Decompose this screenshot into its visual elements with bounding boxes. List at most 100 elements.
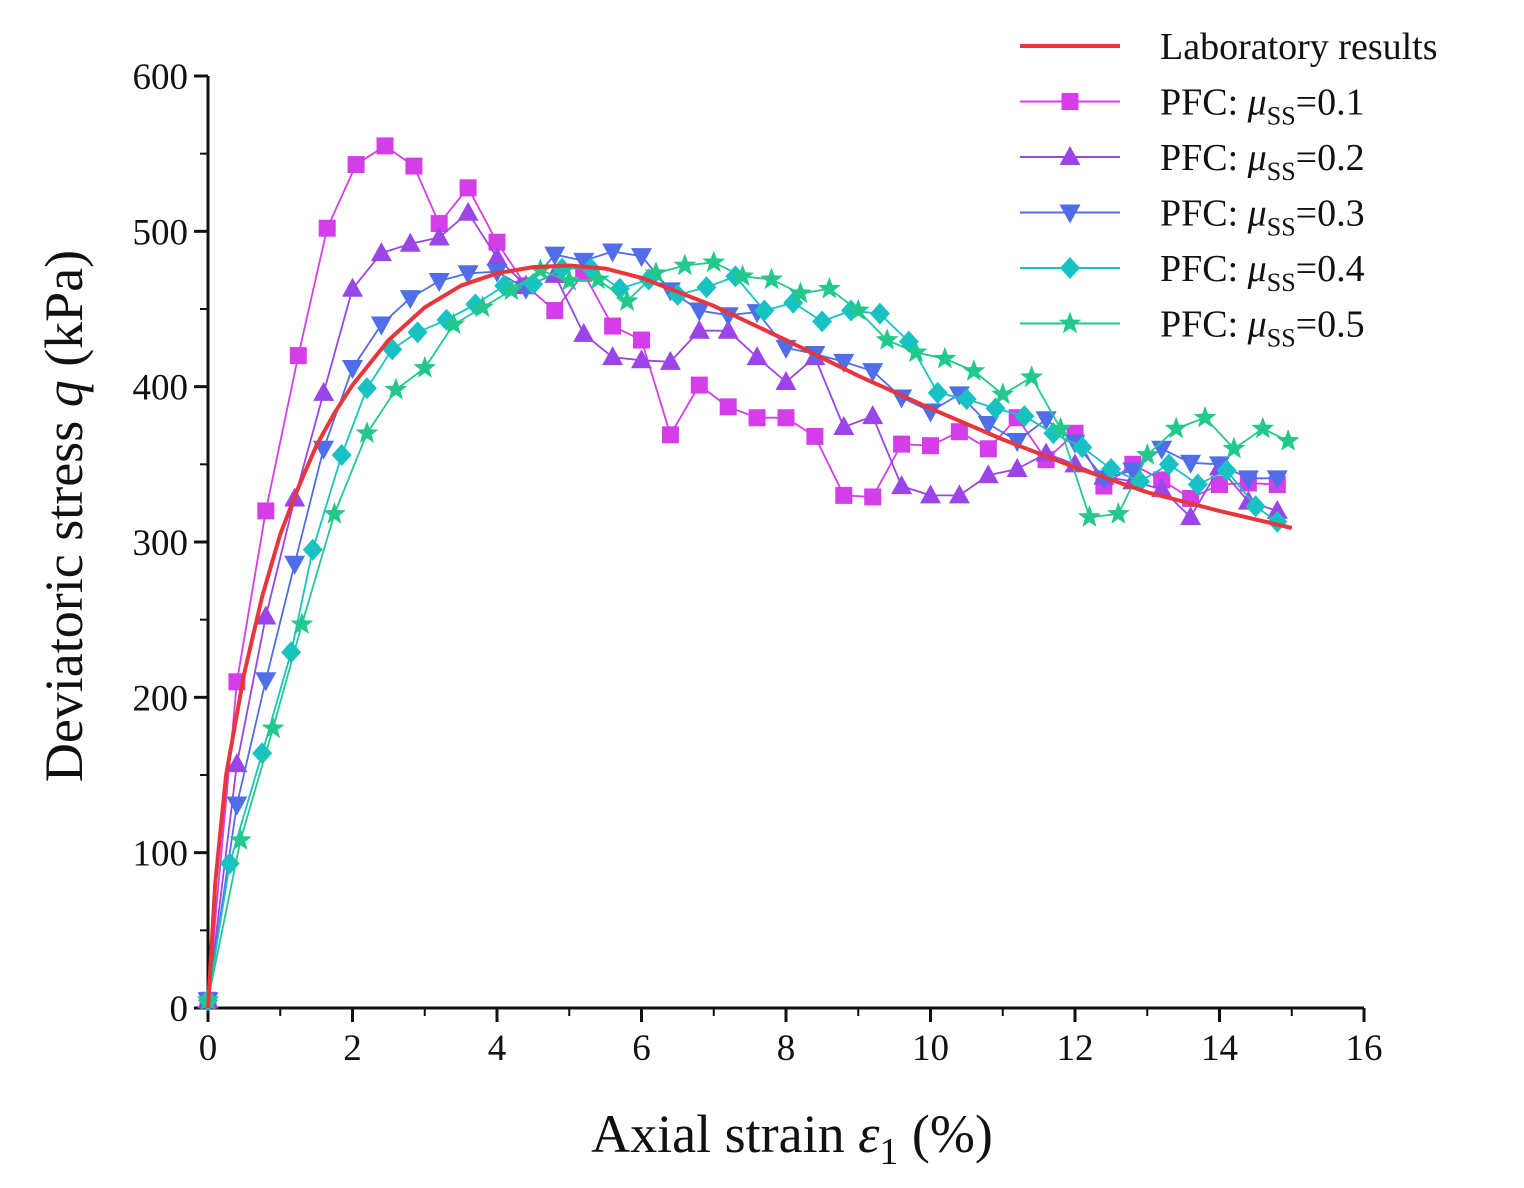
data-point: [1006, 457, 1028, 477]
data-point: [1180, 506, 1202, 526]
data-point: [1049, 416, 1072, 439]
data-point: [1020, 365, 1044, 388]
legend-label: PFC: μSS=0.3: [1160, 193, 1365, 242]
data-point: [284, 555, 306, 575]
data-point: [775, 371, 797, 391]
x-tick-label: 6: [632, 1028, 651, 1069]
data-point: [702, 250, 726, 273]
data-point: [977, 415, 999, 435]
data-point: [661, 426, 679, 444]
data-point: [1078, 505, 1101, 527]
data-point: [1187, 473, 1208, 496]
data-point: [985, 397, 1006, 420]
data-point: [920, 403, 941, 423]
data-point: [342, 277, 363, 297]
data-point: [442, 312, 466, 335]
data-point: [573, 322, 595, 342]
data-point: [407, 321, 428, 344]
ticks: 0 2 4 6 8 10 12 14 16 0 100 200 300 400 500 600: [133, 57, 1383, 1069]
data-point: [488, 233, 506, 251]
data-point: [500, 278, 523, 301]
data-point: [609, 277, 630, 300]
data-point: [717, 319, 739, 339]
data-point: [835, 486, 853, 504]
legend-marker: [1059, 204, 1081, 224]
data-point: [486, 246, 508, 266]
legend-item: PFC: μSS=0.2: [1020, 137, 1365, 186]
data-point: [229, 828, 252, 850]
series-line: [207, 211, 1278, 1001]
y-tick-label: 100: [133, 834, 189, 875]
data-point: [862, 405, 884, 425]
data-point: [933, 346, 957, 369]
data-point: [226, 753, 248, 773]
data-point: [428, 273, 450, 293]
data-point: [948, 484, 970, 504]
data-point: [261, 716, 285, 739]
x-tick-label: 12: [1057, 1028, 1094, 1069]
data-point: [956, 388, 977, 411]
data-point: [347, 156, 365, 174]
data-point: [331, 444, 352, 467]
data-point: [977, 464, 999, 484]
data-point: [862, 363, 884, 383]
data-point: [302, 538, 323, 561]
legend-item: PFC: μSS=0.3: [1020, 193, 1365, 242]
data-point: [399, 290, 421, 310]
x-tick-label: 0: [199, 1028, 218, 1069]
data-point: [252, 742, 273, 765]
data-point: [355, 421, 379, 443]
data-point: [644, 261, 668, 283]
data-point: [370, 242, 392, 262]
data-point: [1106, 502, 1130, 524]
data-point: [1035, 411, 1057, 431]
data-point: [289, 347, 307, 365]
data-point: [323, 502, 346, 524]
legend-marker: [1061, 93, 1079, 110]
data-point: [1164, 416, 1188, 439]
legend-marker: [1059, 146, 1081, 165]
series-layer: [196, 137, 1300, 1012]
data-point: [255, 672, 277, 692]
data-point: [290, 612, 314, 634]
data-point: [633, 331, 650, 349]
data-point: [1101, 457, 1122, 480]
data-point: [544, 246, 566, 266]
data-point: [604, 317, 622, 335]
data-point: [1266, 499, 1288, 519]
data-point: [833, 416, 855, 436]
data-point: [1276, 429, 1300, 451]
data-point: [631, 248, 652, 268]
data-point: [602, 346, 624, 366]
data-point: [731, 264, 755, 287]
x-tick-label: 14: [1201, 1028, 1238, 1069]
data-point: [748, 409, 766, 427]
data-point: [528, 258, 552, 280]
data-point: [806, 427, 824, 445]
series-2: [197, 201, 1288, 1009]
x-tick-label: 4: [488, 1028, 507, 1069]
legend-label: PFC: μSS=0.4: [1160, 248, 1365, 297]
data-point: [255, 605, 277, 625]
data-point: [602, 243, 624, 263]
data-point: [631, 349, 652, 369]
data-point: [313, 381, 335, 401]
legend-marker: [1058, 311, 1082, 334]
legend-item: PFC: μSS=0.4: [1020, 248, 1365, 297]
legend-item: PFC: μSS=0.1: [1020, 82, 1365, 131]
data-point: [413, 356, 437, 378]
data-point: [1135, 443, 1159, 465]
data-point: [789, 281, 812, 304]
data-point: [405, 157, 423, 175]
data-point: [356, 377, 377, 400]
data-point: [869, 302, 890, 325]
data-point: [1237, 470, 1259, 490]
data-point: [1211, 476, 1228, 494]
legend-item: Laboratory results: [1020, 26, 1438, 68]
data-point: [370, 316, 392, 336]
data-point: [1158, 453, 1179, 476]
data-point: [817, 276, 841, 299]
data-point: [891, 475, 913, 495]
data-point: [777, 409, 795, 427]
data-point: [1209, 456, 1230, 476]
